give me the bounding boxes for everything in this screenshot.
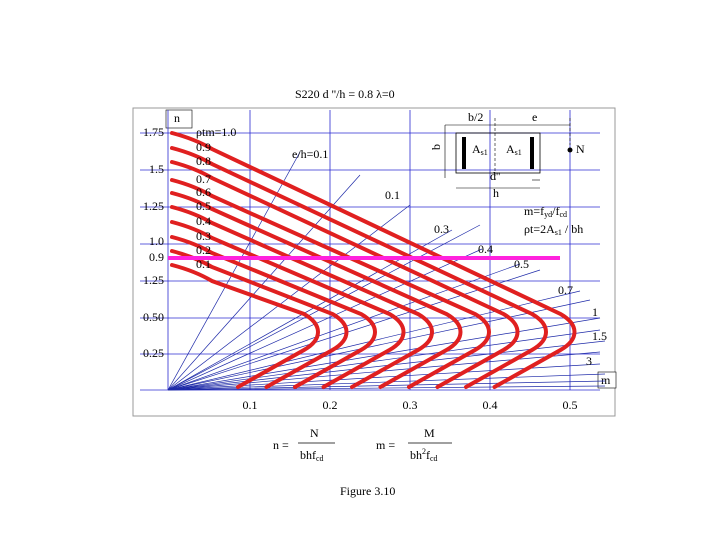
ray <box>167 299 591 391</box>
formula: bh2fcd <box>410 447 438 463</box>
ecc-label: 0.4 <box>478 242 493 256</box>
load-point <box>567 147 573 153</box>
sup: 2 <box>422 447 426 456</box>
section <box>455 132 541 174</box>
ray <box>167 329 601 391</box>
ray <box>167 151 301 391</box>
ray <box>167 248 483 391</box>
y-tick-label: 1.75 <box>143 125 164 139</box>
sub: yd <box>544 210 552 219</box>
y-tick-label: 1.5 <box>149 162 164 176</box>
inset-label: As1 <box>506 142 522 157</box>
formula: n = <box>273 438 289 452</box>
m-label: m <box>601 373 611 387</box>
x-tick-label: 0.2 <box>323 398 338 412</box>
curve-label: 0.6 <box>196 185 211 199</box>
labels: 1.751.51.251.00.91.250.500.250.1 0.2 0.3 0.… <box>143 125 607 412</box>
curves <box>170 131 577 389</box>
inset: b/2 e b As1 As1 N d'' h m=fyd/fcd ρt=2As… <box>429 110 585 237</box>
formula: M <box>424 426 435 440</box>
sub: cd <box>559 210 567 219</box>
x-tick-label: 0.5 <box>563 398 578 412</box>
p: m=f <box>524 204 544 218</box>
y-tick-label: 1.25 <box>143 273 164 287</box>
m-def: m=fyd/fcd <box>524 204 567 219</box>
inset-label: As1 <box>472 142 488 157</box>
ecc-label: 0.1 <box>385 188 400 202</box>
sub: s1 <box>555 228 562 237</box>
x-tick-label: 0.4 <box>483 398 498 412</box>
curve-label: 0.4 <box>196 214 211 228</box>
inset-label: b/2 <box>468 110 483 124</box>
ecc-label: e/h=0.1 <box>292 147 328 161</box>
ray <box>167 174 361 391</box>
ray <box>167 385 606 391</box>
p: bh <box>410 448 422 462</box>
p: f <box>426 448 430 462</box>
y-tick-label: 0.9 <box>149 250 164 264</box>
sub: s1 <box>515 148 522 157</box>
p: bhf <box>300 448 316 462</box>
n-label: n <box>174 111 180 125</box>
ecc-label: 0.5 <box>514 257 529 271</box>
formula: N <box>310 426 319 440</box>
title: S220 d ''/h = 0.8 λ=0 <box>295 87 395 101</box>
curve-label: 0.8 <box>196 154 211 168</box>
red-curve <box>170 146 549 389</box>
curve-label: 0.5 <box>196 199 211 213</box>
y-tick-label: 1.0 <box>149 234 164 248</box>
p: / bh <box>562 222 583 236</box>
red-curve <box>170 205 435 389</box>
inset-label: d'' <box>490 169 500 183</box>
sub: cd <box>316 454 324 463</box>
rho-def: ρt=2As1 / bh <box>524 222 583 237</box>
sub: s1 <box>481 148 488 157</box>
curve-label: ρtm=1.0 <box>196 125 236 139</box>
curve-label: 0.3 <box>196 229 211 243</box>
y-tick-label: 0.25 <box>143 346 164 360</box>
ecc-label: 1 <box>592 305 598 319</box>
ecc-label: 0.3 <box>434 222 449 236</box>
p: /f <box>552 204 559 218</box>
red-curve <box>170 160 520 389</box>
sub: cd <box>430 454 438 463</box>
curve-label: 0.2 <box>196 243 211 257</box>
red-curve <box>170 263 321 389</box>
curve-label: 0.7 <box>196 172 211 186</box>
inset-label: N <box>576 142 585 156</box>
formulas: n = N bhfcd m = M bh2fcd <box>273 426 452 463</box>
x-tick-label: 0.3 <box>403 398 418 412</box>
y-tick-label: 0.50 <box>143 310 164 324</box>
ecc-label: 3 <box>586 354 592 368</box>
formula: bhfcd <box>300 448 324 463</box>
curve-label: 0.9 <box>196 140 211 154</box>
red-curve <box>170 178 492 389</box>
ecc-label: 0.7 <box>558 283 573 297</box>
curve-label: 0.1 <box>196 257 211 271</box>
red-curve <box>170 220 406 389</box>
red-curve <box>170 235 378 389</box>
inset-label: h <box>493 186 499 200</box>
ecc-label: 1.5 <box>592 329 607 343</box>
x-tick-label: 0.1 <box>243 398 258 412</box>
n-box <box>165 109 193 129</box>
formula: m = <box>376 438 395 452</box>
red-curve <box>170 191 463 389</box>
inset-label: e <box>532 110 537 124</box>
m-box <box>597 371 617 389</box>
a: A <box>472 142 481 156</box>
red-curve <box>170 131 577 389</box>
p: ρt=2A <box>524 222 555 236</box>
a: A <box>506 142 515 156</box>
y-tick-label: 1.25 <box>143 199 164 213</box>
inset-label: b <box>429 144 443 150</box>
caption: Figure 3.10 <box>340 484 395 498</box>
